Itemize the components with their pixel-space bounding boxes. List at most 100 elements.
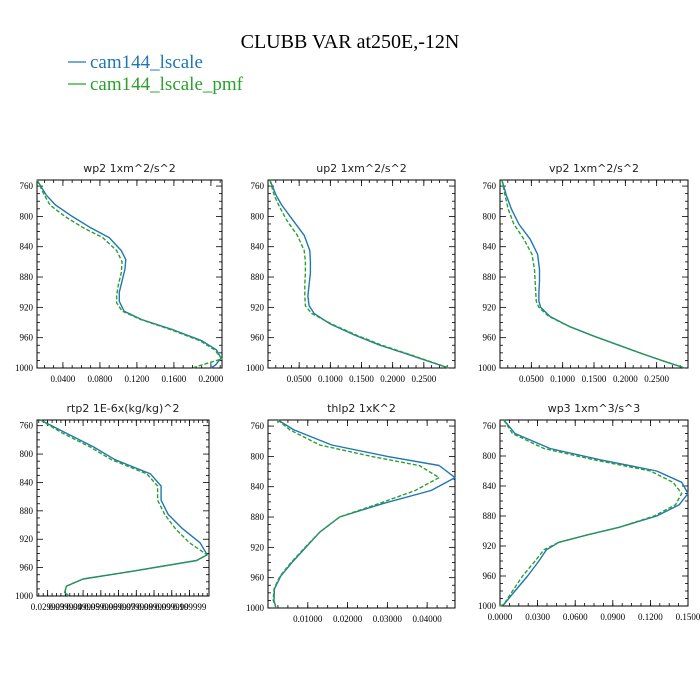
y-tick-label: 1000	[478, 601, 497, 611]
panel-title: wp2 1xm^2/s^2	[83, 162, 176, 175]
y-tick-label: 760	[483, 181, 497, 191]
y-tick-label: 760	[20, 421, 34, 431]
x-tick-label: 0.04000	[413, 614, 443, 624]
y-tick-label: 800	[251, 451, 265, 461]
x-tick-label: 0.0600	[563, 612, 588, 622]
panel-title: wp3 1xm^3/s^3	[548, 402, 641, 415]
y-tick-label: 760	[251, 421, 265, 431]
y-tick-label: 920	[483, 541, 497, 551]
panel-title: rtp2 1E-6x(kg/kg)^2	[67, 402, 180, 415]
y-tick-label: 920	[20, 302, 34, 312]
x-tick-label: 0.0500	[287, 374, 312, 384]
x-tick-label: 0.2500	[411, 374, 436, 384]
plot-frame	[36, 179, 223, 369]
y-tick-label: 800	[483, 451, 497, 461]
x-tick-label: 0.039999	[48, 602, 82, 612]
y-tick-label: 1000	[15, 363, 34, 373]
y-tick-label: 840	[483, 481, 497, 491]
x-tick-label: 0.0800	[88, 374, 113, 384]
legend-label-lscale: cam144_lscale	[90, 52, 203, 73]
y-tick-label: 960	[251, 333, 265, 343]
series-line-lscale	[36, 179, 222, 369]
x-tick-label: 0.0500	[519, 374, 544, 384]
y-tick-label: 880	[251, 272, 265, 282]
y-tick-label: 800	[20, 211, 34, 221]
x-tick-label: 0.2500	[644, 374, 669, 384]
series-line-lscale	[273, 419, 456, 609]
y-tick-label: 1000	[15, 591, 34, 601]
x-tick-label: 0.1000	[318, 374, 343, 384]
panel-5: thlp2 1xK^2 760 800 840 880 920 960 1000 0.01000…	[246, 402, 456, 624]
y-tick-label: 960	[20, 563, 34, 573]
y-tick-label: 840	[483, 242, 497, 252]
series-line-lscale-pmf	[40, 419, 208, 597]
x-tick-label: 0.109999	[173, 602, 207, 612]
x-tick-label: 0.02000	[333, 614, 363, 624]
x-tick-label: 0.049999	[66, 602, 100, 612]
y-tick-label: 960	[251, 573, 265, 583]
y-tick-label: 800	[251, 211, 265, 221]
x-tick-label: 0.089999	[137, 602, 171, 612]
panel-2: up2 1xm^2/s^2 760 800 840 880 920 960 1000 0.050…	[246, 162, 456, 384]
x-tick-label: 0.059999	[84, 602, 118, 612]
y-tick-label: 880	[20, 272, 34, 282]
x-tick-label: 0.029999	[31, 602, 65, 612]
x-tick-label: 0.099999	[155, 602, 189, 612]
series-line-lscale-pmf	[269, 179, 450, 369]
y-tick-label: 840	[251, 242, 265, 252]
y-tick-label: 880	[483, 272, 497, 282]
x-tick-label: 0.03000	[373, 614, 403, 624]
x-tick-label: 0.1200	[638, 612, 663, 622]
plot-frame	[499, 179, 689, 369]
x-tick-label: 0.079999	[119, 602, 153, 612]
y-tick-label: 880	[251, 512, 265, 522]
y-tick-label: 800	[20, 449, 34, 459]
x-tick-label: 0.1600	[162, 374, 187, 384]
series-line-lscale	[501, 179, 686, 369]
panels: wp2 1xm^2/s^2 760 800 840 880 920 960 1000 0.040…	[15, 162, 700, 624]
y-tick-label: 840	[20, 477, 34, 487]
y-tick-label: 1000	[246, 363, 265, 373]
x-tick-label: 0.1000	[550, 374, 575, 384]
x-tick-label: 0.1500	[582, 374, 607, 384]
y-tick-label: 920	[251, 542, 265, 552]
x-tick-label: 0.1200	[125, 374, 150, 384]
series-line-lscale	[40, 419, 208, 597]
panel-title: thlp2 1xK^2	[327, 402, 396, 415]
y-tick-label: 960	[20, 333, 34, 343]
y-tick-label: 760	[483, 421, 497, 431]
y-tick-label: 840	[20, 242, 34, 252]
y-tick-label: 760	[251, 181, 265, 191]
figure-title: CLUBB VAR at250E,-12N	[241, 31, 460, 53]
x-tick-label: 0.0400	[51, 374, 76, 384]
x-tick-label: 0.069999	[102, 602, 136, 612]
x-tick-label: 0.1500	[676, 612, 700, 622]
y-tick-label: 1000	[478, 363, 497, 373]
x-tick-label: 0.01000	[293, 614, 323, 624]
x-tick-label: 0.0300	[525, 612, 550, 622]
x-tick-label: 0.0900	[600, 612, 625, 622]
x-tick-label: 0.1500	[349, 374, 374, 384]
plot-frame	[267, 419, 456, 609]
y-tick-label: 840	[251, 482, 265, 492]
x-tick-label: 0.2000	[613, 374, 638, 384]
series-line-lscale-pmf	[501, 179, 686, 369]
y-tick-label: 800	[483, 211, 497, 221]
y-tick-label: 920	[251, 302, 265, 312]
y-tick-label: 880	[20, 506, 34, 516]
panel-1: wp2 1xm^2/s^2 760 800 840 880 920 960 1000 0.040…	[15, 162, 224, 384]
plot-frame	[36, 419, 210, 597]
series-line-lscale	[269, 179, 450, 369]
panel-title: vp2 1xm^2/s^2	[549, 162, 639, 175]
plot-frame	[267, 179, 456, 369]
y-tick-label: 880	[483, 511, 497, 521]
x-tick-label: 0.2000	[199, 374, 224, 384]
y-tick-label: 760	[20, 181, 34, 191]
series-line-lscale-pmf	[36, 179, 223, 369]
panel-title: up2 1xm^2/s^2	[316, 162, 407, 175]
panel-3: vp2 1xm^2/s^2 760 800 840 880 920 960 1000 0.050…	[478, 162, 689, 384]
panel-4: rtp2 1E-6x(kg/kg)^2 760 800 840 880 920 960 100…	[15, 402, 210, 612]
y-tick-label: 1000	[246, 603, 265, 613]
y-tick-label: 920	[483, 302, 497, 312]
